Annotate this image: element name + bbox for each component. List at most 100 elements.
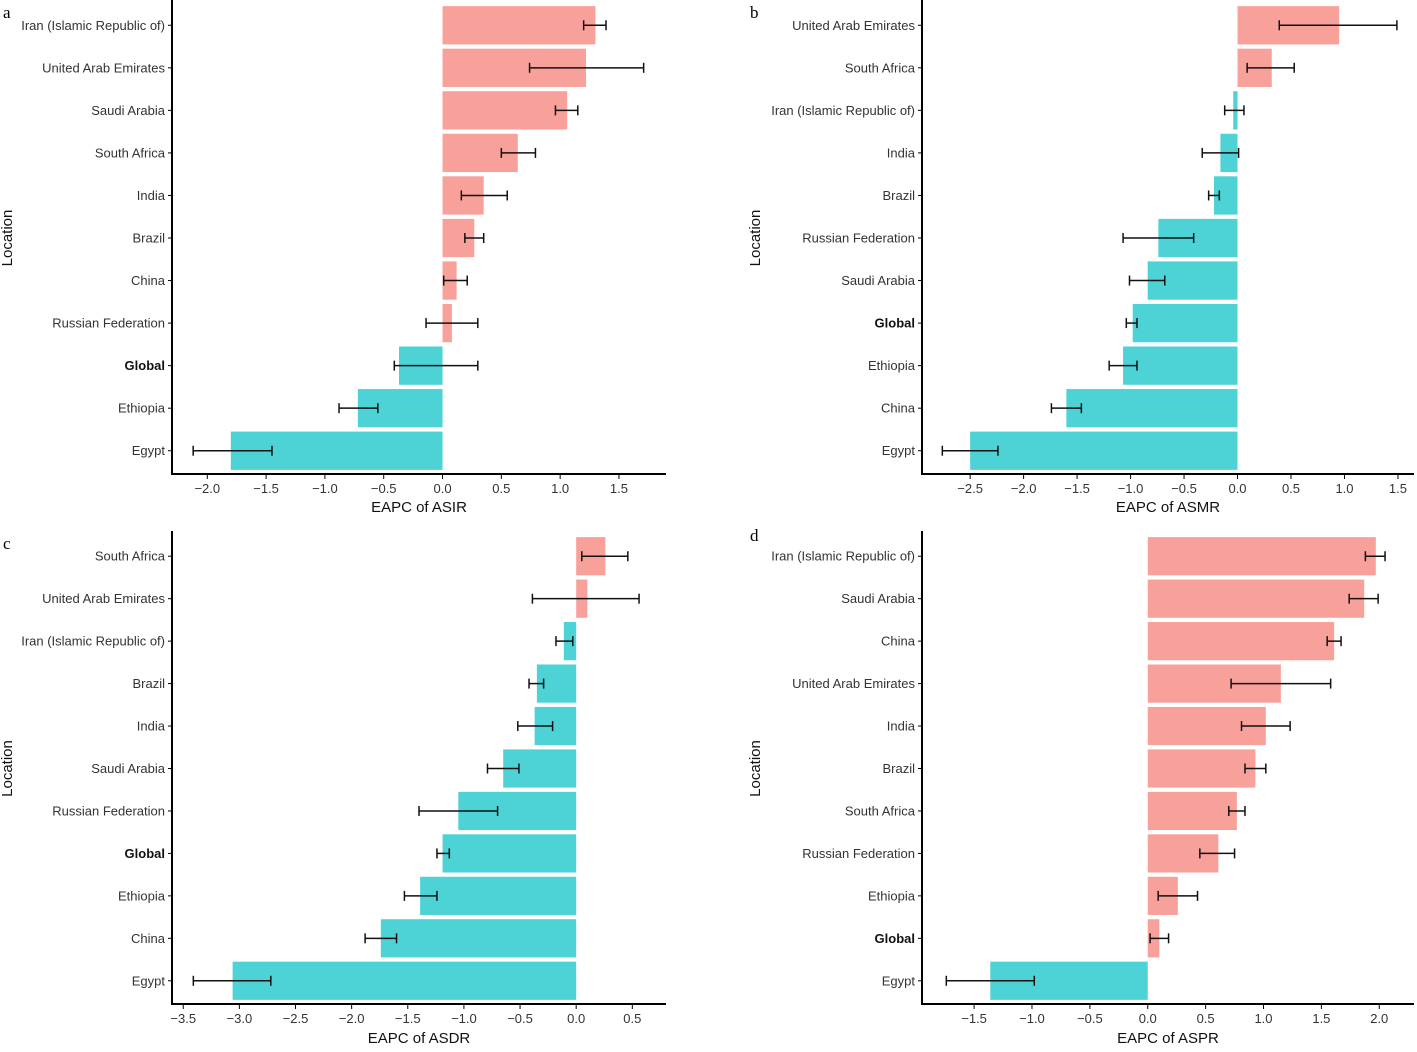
x-axis-title: EAPC of ASDR bbox=[368, 1030, 471, 1047]
bar bbox=[1147, 579, 1365, 618]
category-label: United Arab Emirates bbox=[42, 60, 165, 75]
category-label: India bbox=[137, 719, 166, 734]
category-label: Saudi Arabia bbox=[91, 761, 165, 776]
x-tick-label: −2.0 bbox=[339, 1011, 365, 1026]
x-tick-label: −2.5 bbox=[957, 481, 983, 496]
category-label: Global bbox=[875, 931, 915, 946]
x-tick-label: −3.0 bbox=[227, 1011, 253, 1026]
panel-letter: b bbox=[750, 3, 759, 22]
bar bbox=[970, 431, 1238, 470]
category-label: Iran (Islamic Republic of) bbox=[771, 103, 915, 118]
x-tick-label: 0.0 bbox=[1228, 481, 1246, 496]
x-tick-label: 0.0 bbox=[1139, 1011, 1157, 1026]
panel-b: b Location United Arab Emirates South Afric… bbox=[747, 0, 1414, 516]
category-label: Brazil bbox=[882, 761, 915, 776]
bar bbox=[1147, 537, 1376, 576]
category-label: Ethiopia bbox=[868, 358, 916, 373]
category-label: India bbox=[887, 719, 916, 734]
category-label: Russian Federation bbox=[52, 316, 165, 331]
x-tick-label: −1.0 bbox=[451, 1011, 477, 1026]
bar bbox=[1123, 346, 1238, 385]
x-tick-label: −3.5 bbox=[170, 1011, 196, 1026]
category-label: Russian Federation bbox=[52, 803, 165, 818]
panel-c: c Location South Africa United Arab Emirate… bbox=[0, 531, 666, 1047]
category-label: China bbox=[131, 931, 166, 946]
x-tick-label: 0.0 bbox=[433, 481, 451, 496]
y-axis-title: Location bbox=[0, 210, 16, 267]
category-label: Saudi Arabia bbox=[91, 103, 165, 118]
category-label: South Africa bbox=[95, 145, 166, 160]
x-tick-label: −1.5 bbox=[1064, 481, 1090, 496]
bar bbox=[232, 961, 577, 1000]
category-label: Global bbox=[875, 316, 915, 331]
bar bbox=[442, 834, 577, 873]
category-label: Iran (Islamic Republic of) bbox=[771, 549, 915, 564]
category-label: Brazil bbox=[132, 231, 165, 246]
category-label: Iran (Islamic Republic of) bbox=[21, 634, 165, 649]
x-axis-title: EAPC of ASPR bbox=[1117, 1030, 1219, 1047]
x-tick-label: 1.5 bbox=[1312, 1011, 1330, 1026]
category-label: Egypt bbox=[882, 973, 916, 988]
category-label: Egypt bbox=[882, 443, 916, 458]
x-tick-label: −2.0 bbox=[194, 481, 220, 496]
x-tick-label: 2.0 bbox=[1370, 1011, 1388, 1026]
category-label: China bbox=[881, 634, 916, 649]
category-label: India bbox=[137, 188, 166, 203]
bar bbox=[442, 91, 568, 130]
x-tick-label: −1.0 bbox=[1118, 481, 1144, 496]
x-tick-label: 0.5 bbox=[492, 481, 510, 496]
bar bbox=[1132, 303, 1238, 343]
x-tick-label: −1.5 bbox=[395, 1011, 421, 1026]
panel-a: a Location Iran (Islamic Republic of) Unite… bbox=[0, 0, 666, 516]
bar bbox=[442, 6, 596, 45]
panel-letter: c bbox=[3, 534, 11, 553]
x-tick-label: 1.0 bbox=[1335, 481, 1353, 496]
x-tick-label: 0.5 bbox=[1282, 481, 1300, 496]
panel-letter: d bbox=[750, 526, 759, 545]
bar bbox=[380, 919, 577, 958]
x-tick-label: 1.0 bbox=[1254, 1011, 1272, 1026]
x-tick-label: 1.5 bbox=[1389, 481, 1407, 496]
x-tick-label: −1.0 bbox=[1019, 1011, 1045, 1026]
x-tick-label: −0.5 bbox=[1171, 481, 1197, 496]
category-label: Brazil bbox=[882, 188, 915, 203]
category-label: South Africa bbox=[845, 803, 916, 818]
category-label: Russian Federation bbox=[802, 846, 915, 861]
category-label: South Africa bbox=[95, 549, 166, 564]
category-label: Ethiopia bbox=[118, 401, 166, 416]
bar bbox=[1147, 622, 1335, 661]
x-tick-label: −0.5 bbox=[1077, 1011, 1103, 1026]
bar bbox=[420, 876, 577, 915]
category-label: India bbox=[887, 145, 916, 160]
bar bbox=[1147, 749, 1256, 788]
x-axis-title: EAPC of ASIR bbox=[371, 499, 467, 516]
y-axis-title: Location bbox=[0, 740, 16, 797]
category-label: United Arab Emirates bbox=[792, 18, 915, 33]
bar bbox=[1213, 176, 1238, 215]
y-axis-title: Location bbox=[747, 210, 764, 267]
x-axis-title: EAPC of ASMR bbox=[1116, 499, 1220, 516]
category-label: China bbox=[131, 273, 166, 288]
category-label: Global bbox=[125, 846, 165, 861]
x-tick-label: −1.5 bbox=[961, 1011, 987, 1026]
x-tick-label: −1.0 bbox=[312, 481, 338, 496]
bar bbox=[1147, 791, 1237, 831]
x-tick-label: −0.5 bbox=[371, 481, 397, 496]
category-label: Egypt bbox=[132, 973, 166, 988]
category-label: Egypt bbox=[132, 443, 166, 458]
panel-d: d Location Iran (Islamic Republic of) Saudi… bbox=[747, 526, 1414, 1047]
category-label: Saudi Arabia bbox=[841, 591, 915, 606]
y-axis-title: Location bbox=[747, 740, 764, 797]
x-tick-label: 0.5 bbox=[623, 1011, 641, 1026]
category-label: Ethiopia bbox=[868, 888, 916, 903]
category-label: South Africa bbox=[845, 60, 916, 75]
category-label: United Arab Emirates bbox=[792, 676, 915, 691]
category-label: Brazil bbox=[132, 676, 165, 691]
x-tick-label: −2.0 bbox=[1011, 481, 1037, 496]
x-tick-label: 0.0 bbox=[567, 1011, 585, 1026]
category-label: Saudi Arabia bbox=[841, 273, 915, 288]
category-label: United Arab Emirates bbox=[42, 591, 165, 606]
category-label: China bbox=[881, 401, 916, 416]
